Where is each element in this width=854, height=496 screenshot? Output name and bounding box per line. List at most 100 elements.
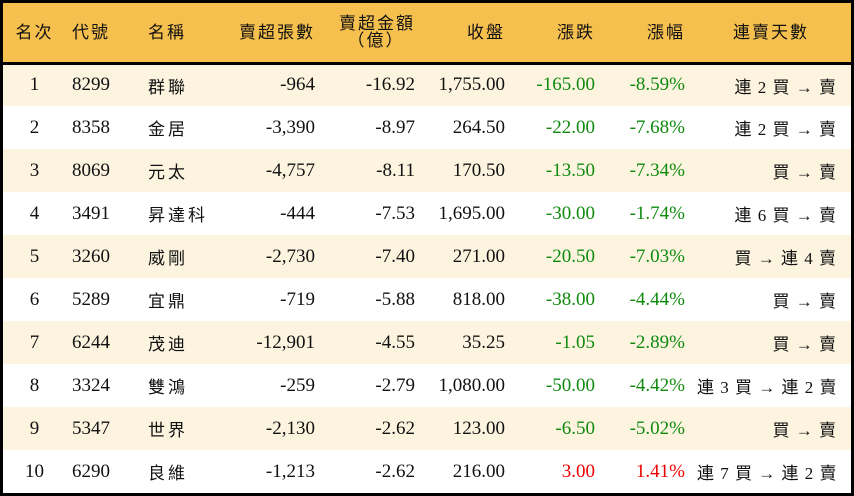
- close-price-cell: 818.00: [452, 288, 505, 310]
- code-cell: 3324: [72, 374, 110, 396]
- change-cell: -165.00: [536, 74, 595, 96]
- table-row: 6 5289 宜鼎 -719 -5.88 818.00 -38.00 -4.44% 買 → 賣: [3, 278, 851, 321]
- rank-cell: 2: [29, 116, 40, 138]
- change-pct-cell: -8.59%: [629, 74, 685, 96]
- change-cell: -13.50: [545, 159, 595, 181]
- table-row: 4 3491 昇達科 -444 -7.53 1,695.00 -30.00 -1.74% 連 6…: [3, 192, 851, 235]
- net-sell-amount-cell: -8.97: [375, 116, 415, 138]
- table-row: 7 6244 茂迪 -12,901 -4.55 35.25 -1.05 -2.89% 買 → 賣: [3, 321, 851, 364]
- net-sell-amount-cell: -5.88: [375, 288, 415, 310]
- code-cell: 5289: [72, 288, 110, 310]
- name-cell: 昇達科: [148, 206, 208, 225]
- header-rank: 名次: [15, 22, 54, 42]
- rank-cell: 4: [29, 202, 40, 224]
- header-net-sell-amount: 賣超金額 （億）: [321, 3, 421, 63]
- table-row: 1 8299 群聯 -964 -16.92 1,755.00 -165.00 -8.59% 連 …: [3, 63, 851, 106]
- net-sell-shares-cell: -719: [280, 288, 315, 310]
- change-pct-cell: -2.89%: [629, 331, 685, 353]
- net-sell-shares-cell: -259: [280, 374, 315, 396]
- change-cell: -20.50: [545, 245, 595, 267]
- change-cell: 3.00: [561, 460, 595, 482]
- net-sell-shares-cell: -1,213: [265, 460, 315, 482]
- net-sell-amount-cell: -7.53: [375, 202, 415, 224]
- close-price-cell: 264.50: [452, 116, 505, 138]
- close-price-cell: 123.00: [452, 417, 505, 439]
- change-pct-cell: -1.74%: [629, 202, 685, 224]
- code-cell: 5347: [72, 417, 110, 439]
- close-price-cell: 216.00: [452, 460, 505, 482]
- table-row: 8 3324 雙鴻 -259 -2.79 1,080.00 -50.00 -4.42% 連 3 …: [3, 364, 851, 407]
- net-sell-amount-cell: -2.79: [375, 374, 415, 396]
- change-pct-cell: -5.02%: [629, 417, 685, 439]
- change-pct-cell: 1.41%: [635, 460, 685, 482]
- net-sell-amount-cell: -4.55: [375, 331, 415, 353]
- change-pct-cell: -7.68%: [629, 116, 685, 138]
- close-price-cell: 1,080.00: [438, 374, 506, 396]
- code-cell: 6290: [72, 460, 110, 482]
- code-cell: 6244: [72, 331, 110, 353]
- code-cell: 8069: [72, 159, 110, 181]
- streak-cell: 買 → 連 4 賣: [734, 249, 837, 268]
- net-sell-shares-cell: -3,390: [265, 116, 315, 138]
- net-sell-shares-cell: -4,757: [265, 159, 315, 181]
- header-change: 漲跌: [557, 22, 595, 42]
- change-pct-cell: -7.03%: [629, 245, 685, 267]
- name-cell: 元太: [148, 163, 188, 182]
- code-cell: 8299: [72, 74, 110, 96]
- change-pct-cell: -4.44%: [629, 288, 685, 310]
- net-sell-amount-cell: -2.62: [375, 417, 415, 439]
- streak-cell: 連 2 買 → 賣: [734, 120, 837, 139]
- net-sell-shares-cell: -12,901: [256, 331, 315, 353]
- name-cell: 茂迪: [148, 335, 188, 354]
- table-row: 10 6290 良維 -1,213 -2.62 216.00 3.00 1.41% 連 7 買 …: [3, 450, 851, 493]
- net-sell-amount-cell: -16.92: [365, 74, 415, 96]
- streak-cell: 連 2 買 → 賣: [734, 77, 837, 97]
- change-cell: -6.50: [555, 417, 595, 439]
- close-price-cell: 170.50: [452, 159, 505, 181]
- code-cell: 3260: [72, 245, 110, 267]
- streak-cell: 買 → 賣: [772, 335, 837, 354]
- header-streak: 連賣天數: [733, 22, 809, 42]
- rank-cell: 5: [29, 245, 40, 267]
- change-cell: -30.00: [545, 202, 595, 224]
- code-cell: 3491: [72, 202, 110, 224]
- streak-cell: 連 3 買 → 連 2 賣: [697, 378, 838, 397]
- name-cell: 金居: [148, 120, 188, 139]
- header-net-sell-amount-unit: （億）: [347, 31, 405, 51]
- change-cell: -38.00: [545, 288, 595, 310]
- net-sell-ranking-table: 名次 代號 名稱 賣超張數 賣超金額 （億） 收盤 漲跌 漲幅 連賣天數 1 82…: [3, 3, 851, 493]
- header-name: 名稱: [148, 22, 186, 42]
- net-sell-shares-cell: -964: [280, 74, 315, 96]
- streak-cell: 買 → 賣: [772, 163, 837, 182]
- close-price-cell: 35.25: [462, 331, 505, 353]
- net-sell-shares-cell: -2,730: [265, 245, 315, 267]
- header-change-pct: 漲幅: [647, 22, 685, 42]
- streak-cell: 買 → 賣: [772, 292, 837, 311]
- table-row: 5 3260 威剛 -2,730 -7.40 271.00 -20.50 -7.03% 買 → …: [3, 235, 851, 278]
- net-sell-amount-cell: -2.62: [375, 460, 415, 482]
- change-pct-cell: -7.34%: [629, 159, 685, 181]
- header-net-sell-amount-line1: 賣超金額: [339, 14, 415, 34]
- change-cell: -1.05: [555, 331, 595, 353]
- code-cell: 8358: [72, 116, 110, 138]
- close-price-cell: 271.00: [452, 245, 505, 267]
- table-header-row: 名次 代號 名稱 賣超張數 賣超金額 （億） 收盤 漲跌 漲幅 連賣天數: [3, 3, 851, 63]
- name-cell: 威剛: [148, 249, 188, 268]
- table-row: 9 5347 世界 -2,130 -2.62 123.00 -6.50 -5.02% 買 → 賣: [3, 407, 851, 450]
- close-price-cell: 1,695.00: [438, 202, 506, 224]
- change-pct-cell: -4.42%: [629, 374, 685, 396]
- streak-cell: 連 6 買 → 賣: [734, 206, 837, 225]
- header-close: 收盤: [467, 22, 505, 42]
- close-price-cell: 1,755.00: [438, 74, 506, 96]
- rank-cell: 8: [29, 374, 40, 396]
- table-row: 3 8069 元太 -4,757 -8.11 170.50 -13.50 -7.34% 買 → …: [3, 149, 851, 192]
- table-row: 2 8358 金居 -3,390 -8.97 264.50 -22.00 -7.68% 連 2 …: [3, 106, 851, 149]
- net-sell-amount-cell: -8.11: [376, 159, 415, 181]
- streak-cell: 買 → 賣: [772, 421, 837, 440]
- change-cell: -50.00: [545, 374, 595, 396]
- header-code: 代號: [72, 22, 110, 42]
- net-sell-shares-cell: -2,130: [265, 417, 315, 439]
- rank-cell: 7: [29, 331, 40, 353]
- name-cell: 宜鼎: [148, 292, 188, 311]
